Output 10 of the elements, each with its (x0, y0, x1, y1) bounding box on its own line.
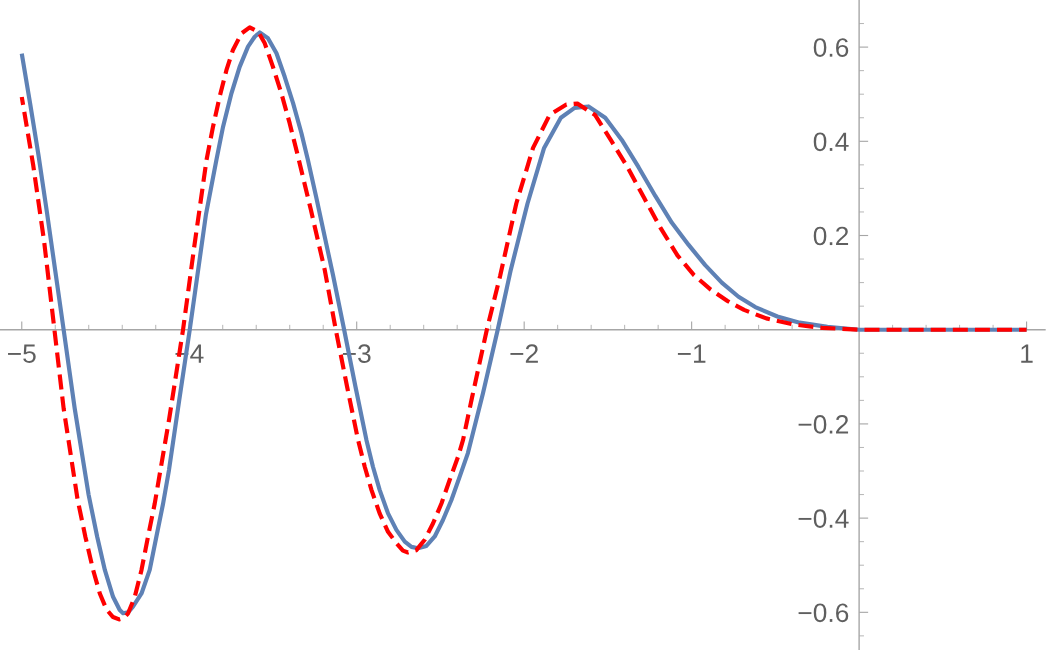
y-tick-label: 0.6 (813, 38, 849, 57)
x-tick-label: −2 (510, 344, 538, 363)
x-tick-label: 1 (1021, 344, 1033, 363)
x-tick-label: −5 (8, 344, 36, 363)
y-tick-label: 0.4 (813, 132, 849, 152)
y-tick-label: −0.2 (798, 415, 849, 434)
y-tick-label: 0.2 (813, 226, 849, 246)
y-tick-label: −0.4 (798, 509, 849, 528)
y-tick-label: −0.6 (798, 603, 849, 623)
x-tick-label: −1 (677, 344, 706, 363)
